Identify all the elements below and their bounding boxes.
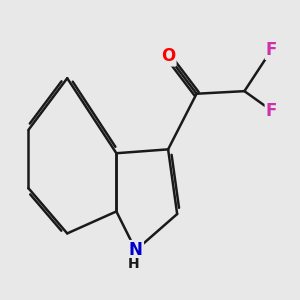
Text: N: N	[129, 241, 143, 259]
Text: F: F	[266, 102, 277, 120]
Text: F: F	[266, 41, 277, 59]
Text: O: O	[161, 47, 175, 65]
Text: H: H	[127, 257, 139, 271]
